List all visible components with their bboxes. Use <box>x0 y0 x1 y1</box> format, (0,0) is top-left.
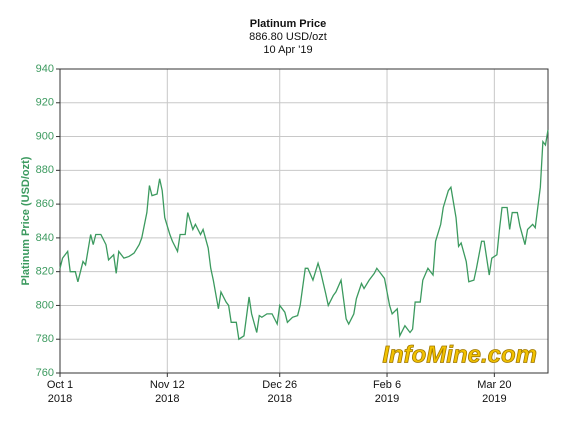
plot-frame <box>59 68 549 374</box>
y-tick-label: 760 <box>36 367 54 379</box>
x-tick-label: 2019 <box>375 393 399 405</box>
plot-area <box>60 69 548 373</box>
x-tick-label: Oct 1 <box>47 379 73 391</box>
x-tick-label: 2018 <box>155 393 179 405</box>
y-tick-label: 880 <box>36 164 54 176</box>
y-tick-label: 820 <box>36 266 54 278</box>
y-tick-label: 860 <box>36 198 54 210</box>
y-tick-label: 840 <box>36 232 54 244</box>
chart-subtitle: 886.80 USD/ozt <box>249 31 327 43</box>
x-tick-label: 2019 <box>482 393 506 405</box>
y-tick-label: 900 <box>36 130 54 142</box>
y-tick-label: 800 <box>36 299 54 311</box>
x-tick-label: 2018 <box>267 393 291 405</box>
x-tick-label: 2018 <box>48 393 72 405</box>
chart-title: Platinum Price <box>250 18 326 30</box>
x-tick-label: Dec 26 <box>262 379 297 391</box>
y-axis-label: Platinum Price (USD/ozt) <box>20 156 32 285</box>
watermark: InfoMine.com <box>382 341 537 368</box>
x-tick-label: Nov 12 <box>150 379 185 391</box>
chart-date: 10 Apr '19 <box>263 44 312 56</box>
y-tick-label: 780 <box>36 333 54 345</box>
y-tick-label: 940 <box>36 63 54 75</box>
price-line <box>59 129 549 341</box>
y-tick-label: 920 <box>36 97 54 109</box>
x-tick-label: Mar 20 <box>477 379 511 391</box>
x-tick-label: Feb 6 <box>373 379 401 391</box>
